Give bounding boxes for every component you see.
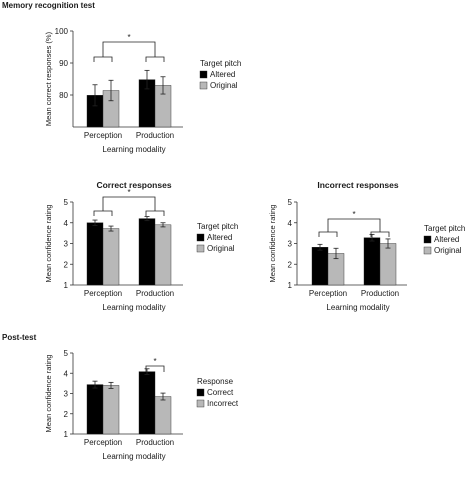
bar-posttest-incorrect-production <box>154 396 172 435</box>
significance-bracket <box>327 218 381 232</box>
legend-swatch-altered <box>199 70 208 79</box>
significance-bracket <box>145 365 165 372</box>
y-tick-label: 4 <box>64 369 69 378</box>
chart-title-incorrect: Incorrect responses <box>317 180 399 190</box>
significance-bracket <box>102 196 156 211</box>
legend-swatch-original <box>199 81 208 90</box>
legend-title-incorrect: Target pitch <box>424 224 465 233</box>
y-tick-label: 1 <box>288 281 293 290</box>
y-tick-label: 4 <box>64 219 69 228</box>
x-tick-label: Perception <box>84 131 122 140</box>
legend-label-original: Original <box>210 81 238 90</box>
legend-label-original: Original <box>207 244 235 253</box>
legend-label-altered: Altered <box>207 233 232 242</box>
y-tick-label: 1 <box>64 281 69 290</box>
significance-star: * <box>127 33 130 42</box>
y-tick-label: 3 <box>64 240 69 249</box>
significance-bracket <box>145 56 165 62</box>
x-axis-label-correct: Learning modality <box>102 303 165 312</box>
y-tick-label: 4 <box>288 219 293 228</box>
legend-swatch-original <box>196 244 205 253</box>
bar-incorrect-original-production <box>379 243 397 286</box>
bar-incorrect-altered-production <box>363 237 381 286</box>
y-tick-label: 5 <box>288 198 293 207</box>
x-tick-label: Production <box>361 289 399 298</box>
y-tick-label: 2 <box>64 260 69 269</box>
significance-bracket <box>93 56 113 62</box>
y-tick-label: 2 <box>288 260 293 269</box>
legend-title-memory: Target pitch <box>200 59 241 68</box>
significance-bracket <box>318 231 338 237</box>
bar-posttest-correct-production <box>138 371 156 435</box>
y-tick-label: 5 <box>64 198 69 207</box>
y-tick-label: 3 <box>288 240 293 249</box>
x-tick-label: Production <box>136 131 174 140</box>
bar-posttest-correct-perception <box>86 384 104 435</box>
x-tick-label: Perception <box>84 438 122 447</box>
bar-correct-original-production <box>154 224 172 286</box>
legend-swatch-altered <box>423 235 432 244</box>
x-axis-label-incorrect: Learning modality <box>326 303 389 312</box>
x-tick-label: Production <box>136 438 174 447</box>
x-tick-label: Perception <box>309 289 347 298</box>
y-tick-label: 1 <box>64 430 69 439</box>
legend-swatch-correct <box>196 388 205 397</box>
bar-correct-original-perception <box>102 228 120 286</box>
legend-label-altered: Altered <box>434 235 459 244</box>
legend-label-incorrect: Incorrect <box>207 399 239 408</box>
x-tick-label: Production <box>136 289 174 298</box>
y-tick-label: 80 <box>59 91 68 100</box>
y-axis-label-memory: Mean correct responses (%) <box>44 31 53 126</box>
legend-label-correct: Correct <box>207 388 234 397</box>
chart-title-correct: Correct responses <box>96 180 171 190</box>
x-axis-label-posttest: Learning modality <box>102 452 165 461</box>
significance-bracket <box>145 210 165 216</box>
y-tick-label: 100 <box>55 27 69 36</box>
x-axis-label-memory: Learning modality <box>102 145 165 154</box>
y-axis-label-incorrect: Mean confidence rating <box>268 205 277 283</box>
bar-correct-altered-perception <box>86 222 104 286</box>
significance-bracket <box>93 210 113 216</box>
section-heading-posttest: Post-test <box>2 333 37 342</box>
legend-swatch-altered <box>196 233 205 242</box>
bar-posttest-incorrect-perception <box>102 385 120 435</box>
y-axis-label-posttest: Mean confidence rating <box>44 355 53 433</box>
bar-correct-altered-production <box>138 218 156 286</box>
legend-title-posttest: Response <box>197 377 234 386</box>
legend-label-original: Original <box>434 246 462 255</box>
significance-star: * <box>352 210 355 219</box>
legend-label-altered: Altered <box>210 70 235 79</box>
significance-star: * <box>127 188 130 197</box>
bar-incorrect-altered-perception <box>311 247 329 286</box>
x-tick-label: Perception <box>84 289 122 298</box>
legend-title-correct: Target pitch <box>197 222 238 231</box>
y-tick-label: 5 <box>64 349 69 358</box>
y-tick-label: 2 <box>64 410 69 419</box>
significance-bracket <box>102 41 156 57</box>
y-tick-label: 90 <box>59 59 68 68</box>
section-heading-memory: Memory recognition test <box>2 1 95 10</box>
significance-star: * <box>153 357 156 366</box>
legend-swatch-original <box>423 246 432 255</box>
y-tick-label: 3 <box>64 390 69 399</box>
legend-swatch-incorrect <box>196 399 205 408</box>
y-axis-label-correct: Mean confidence rating <box>44 205 53 283</box>
